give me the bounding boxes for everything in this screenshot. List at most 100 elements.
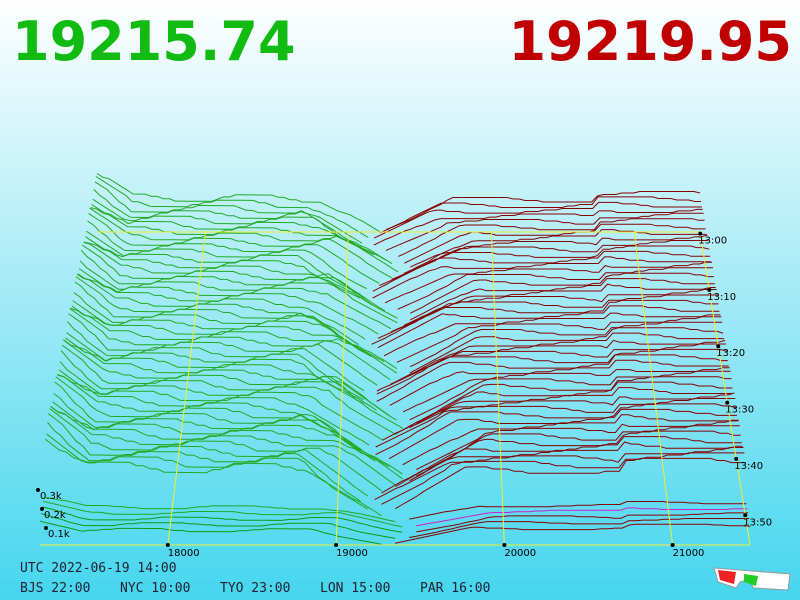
ask-depth-line (380, 196, 701, 234)
bid-depth-line (76, 273, 366, 340)
bid-depth-line (41, 506, 403, 533)
ask-depth-line (395, 387, 734, 435)
bid-depth-line (70, 308, 398, 374)
tick-dot (334, 543, 339, 547)
grid-line (335, 231, 349, 546)
bid-depth-line (54, 381, 376, 462)
ask-depth-line (395, 457, 746, 510)
ask-depth-line (375, 403, 737, 456)
grid-line (699, 231, 751, 546)
bid-depth-line (94, 181, 363, 244)
bid-depth-line (73, 292, 372, 357)
bid-depth-line (48, 413, 369, 497)
bid-depth-line (72, 300, 385, 362)
size-label: 0.1k (48, 529, 70, 540)
ask-depth-line (416, 376, 732, 424)
tick-dot (743, 513, 748, 518)
grid-line (633, 231, 674, 546)
tick-dot (716, 344, 721, 349)
bid-depth-line (91, 204, 387, 261)
bid-depth-line (86, 230, 367, 290)
ask-depth-line (374, 447, 744, 501)
ask-depth-line (391, 240, 709, 280)
ask-depth-line (409, 321, 723, 368)
bid-depth-line (62, 339, 391, 417)
bid-depth-line (84, 241, 361, 299)
zone-time: LON 15:00 (320, 581, 390, 596)
ask-depth-line (396, 316, 722, 363)
zone-time: PAR 16:00 (420, 581, 490, 596)
ask-depth-line (373, 208, 703, 246)
price-label: 19000 (336, 548, 368, 559)
bid-depth-line (83, 241, 373, 306)
time-label: 13:20 (716, 348, 745, 359)
ask-depth-line (373, 201, 702, 239)
ask-depth-line (386, 191, 701, 230)
time-label: 13:30 (725, 405, 754, 416)
ask-depth-line (402, 367, 730, 413)
ask-depth-line (371, 299, 719, 345)
ask-depth-line (403, 332, 725, 379)
ask-depth-line (377, 305, 720, 349)
grid-line (490, 231, 505, 546)
ask-depth-line (409, 272, 714, 314)
ask-depth-line (383, 312, 721, 357)
tick-dot (734, 456, 739, 461)
size-label: 0.3k (40, 491, 62, 502)
ask-depth-line (376, 354, 728, 402)
bid-depth-line (43, 500, 403, 528)
ask-depth-line (390, 289, 717, 333)
bid-depth-line (71, 305, 398, 370)
bid-depth-line (44, 438, 382, 517)
bid-depth-line (45, 433, 368, 510)
ask-depth-line (402, 414, 738, 466)
utc-time: UTC 2022-06-19 14:00 (20, 561, 177, 576)
time-label: 13:10 (707, 292, 736, 303)
ask-depth-line (398, 218, 705, 257)
bid-depth-line (87, 220, 380, 284)
grid: 18000 19000 20000 21000 13:00 13:10 13:20 13:30… (36, 231, 772, 559)
tick-dot (36, 488, 40, 492)
ask-depth-line (372, 250, 711, 292)
tick-dot (502, 543, 507, 547)
bid-depth-line (61, 344, 397, 421)
size-label: 0.2k (44, 510, 66, 521)
bid-depth-line (40, 513, 396, 539)
time-label: 13:00 (698, 236, 727, 247)
bid-depth-line (95, 176, 369, 238)
tick-dot (698, 231, 703, 236)
ask-depth-line (409, 370, 731, 421)
time-label: 13:50 (743, 517, 772, 528)
zone-time: TYO 23:00 (220, 581, 290, 596)
bid-depth-line (60, 350, 404, 429)
tick-dot (670, 543, 675, 547)
ask-depth-line (416, 507, 748, 527)
grid-line (167, 231, 207, 546)
bid-depth-line (75, 276, 359, 346)
tick-dot (725, 400, 730, 405)
zone-time: NYC 10:00 (120, 581, 190, 596)
bid-depth-line (77, 273, 379, 335)
price-label: 20000 (504, 548, 536, 559)
bid-depth-line (59, 361, 397, 436)
ask-depth-line (409, 501, 747, 520)
ask-depth-line (381, 452, 745, 505)
ask-depth-line (372, 256, 712, 299)
tick-dot (707, 287, 712, 292)
bid-depth-line (80, 249, 398, 319)
ask-depth-line (409, 518, 750, 538)
bid-depth-line (50, 405, 396, 486)
ask-depth-line (416, 512, 749, 533)
ask-depth-line (397, 267, 713, 310)
bid-depth-line (96, 173, 381, 233)
ask-price: 19219.95 (508, 10, 792, 73)
bid-depth-line (69, 307, 391, 380)
bid-depth-line (67, 321, 365, 392)
price-label: 21000 (673, 548, 705, 559)
ask-depth-line (404, 223, 706, 264)
time-label: 13:40 (734, 461, 763, 472)
tick-dot (44, 526, 48, 530)
zone-time: BJS 22:00 (20, 581, 90, 596)
